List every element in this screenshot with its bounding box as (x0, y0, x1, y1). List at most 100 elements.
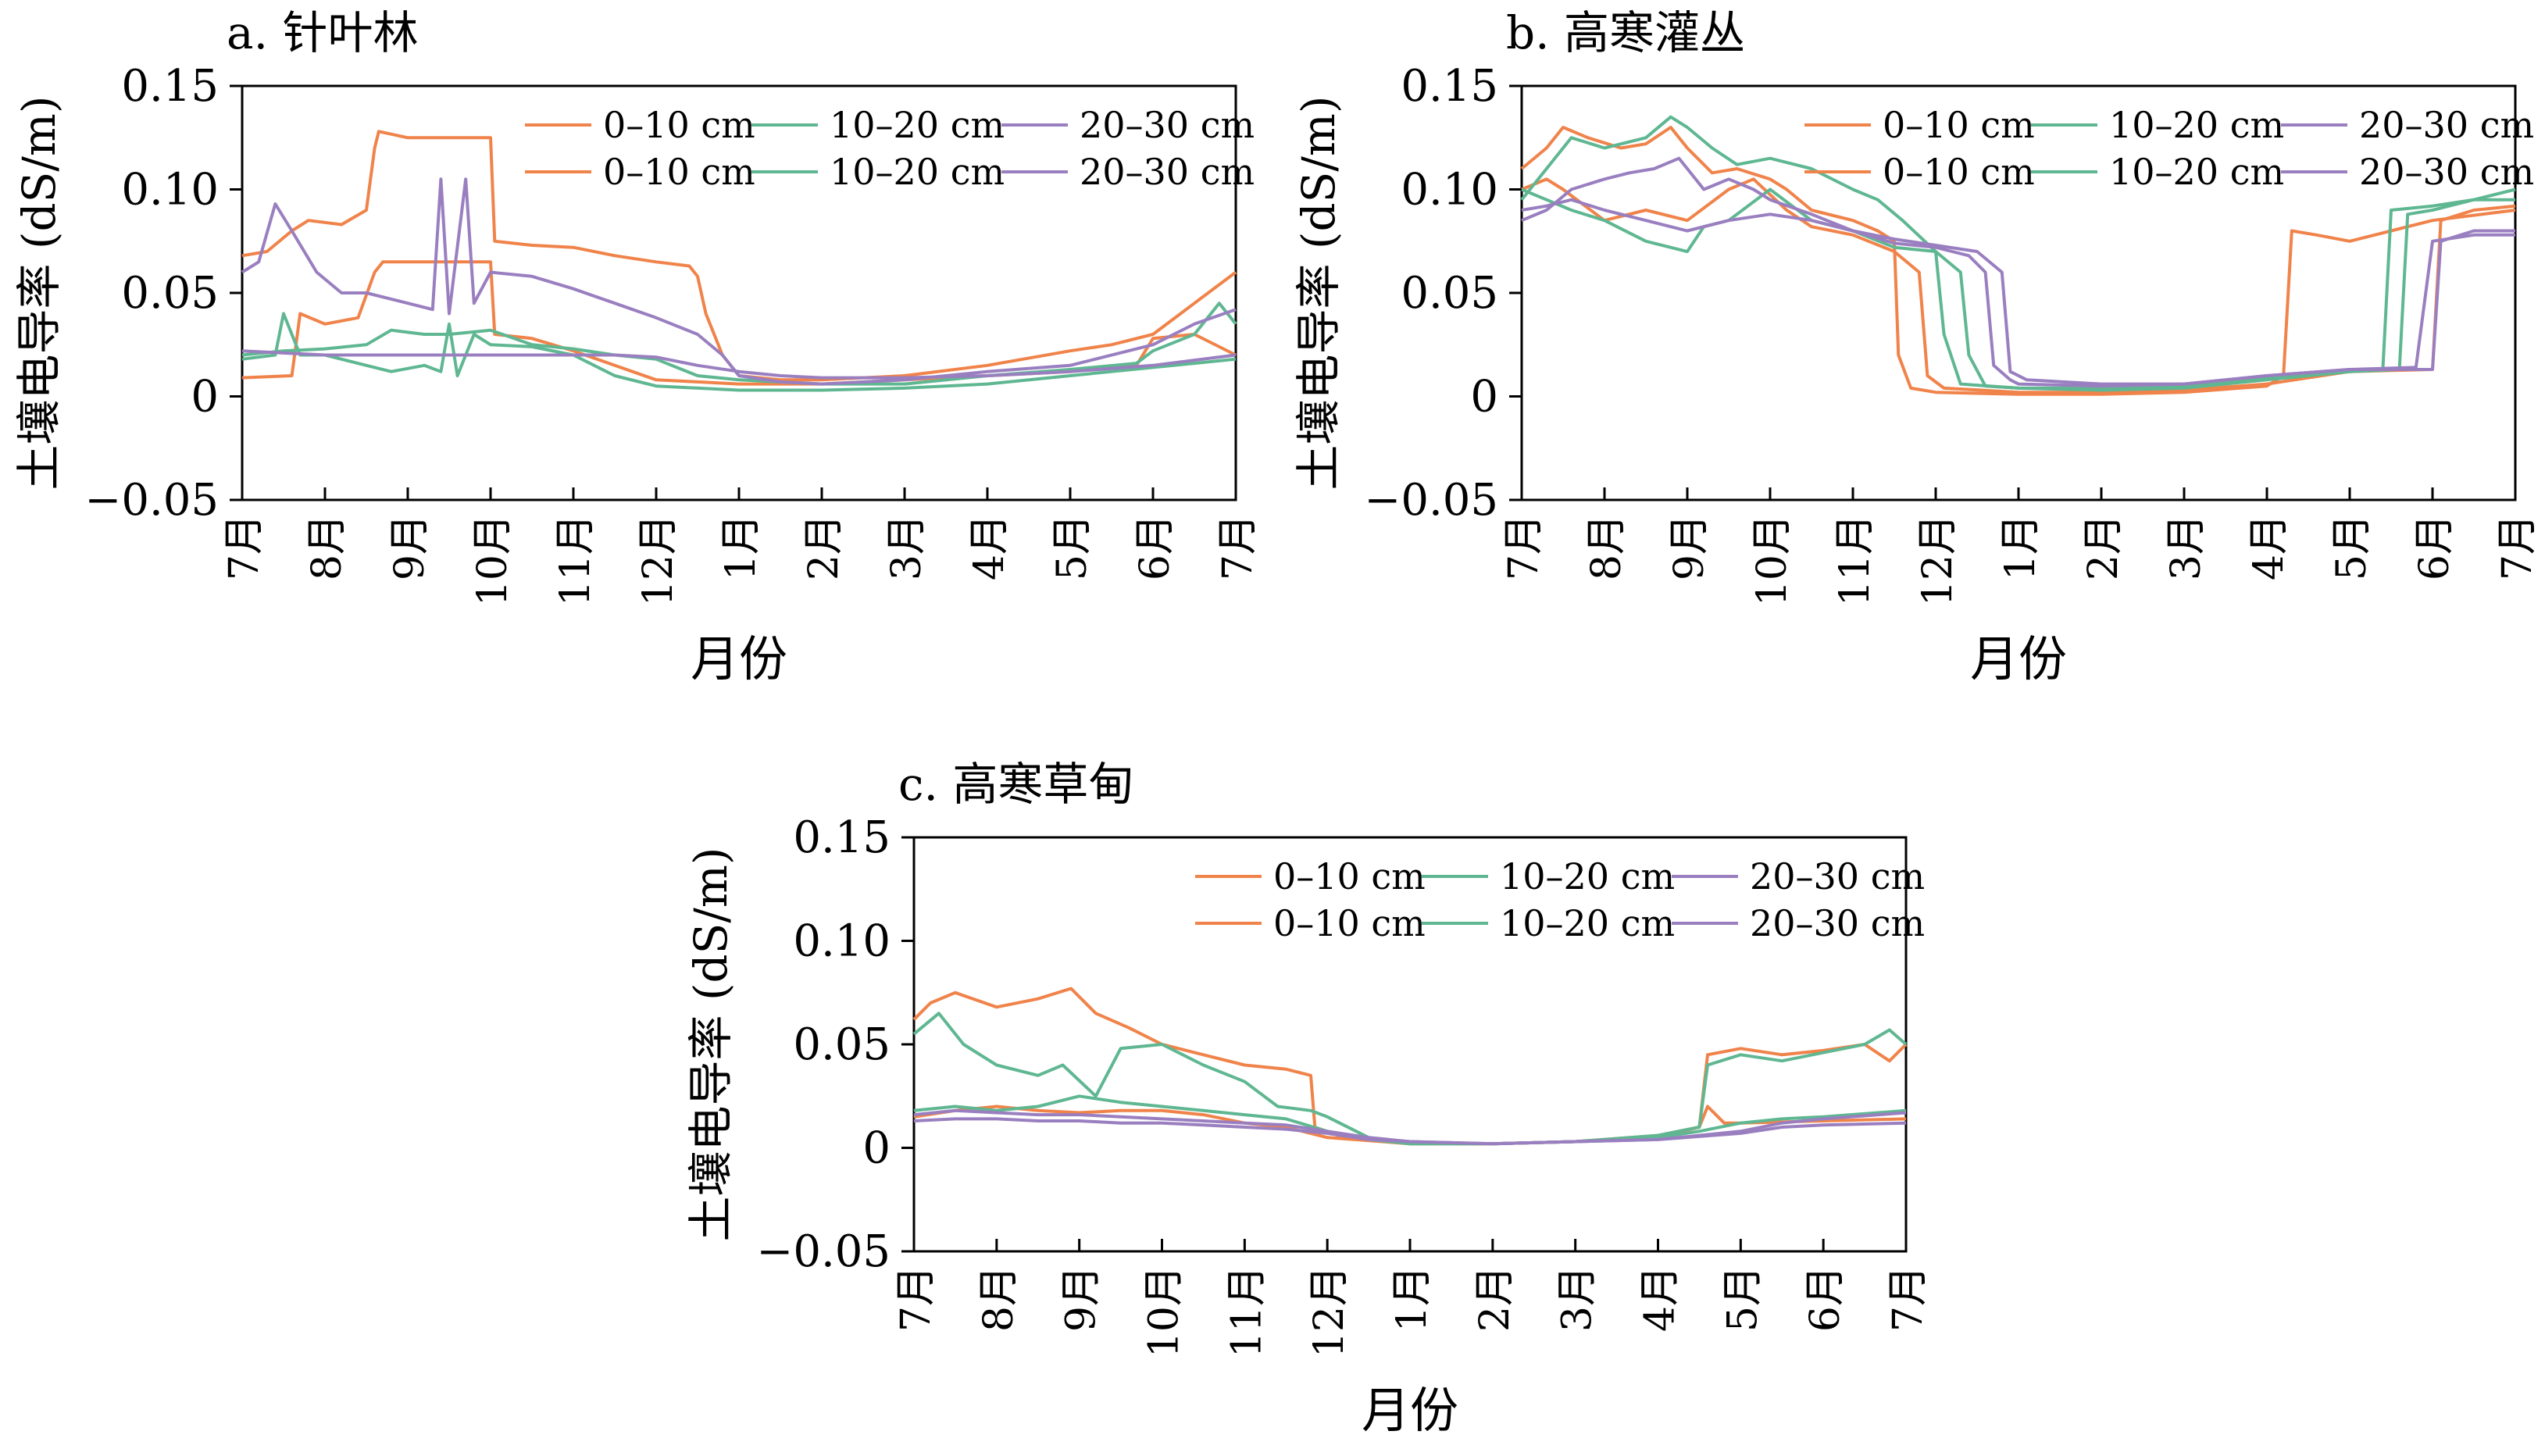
x-tick-label: 8月 (304, 514, 351, 580)
legend-label: 10–20 cm (1500, 855, 1675, 898)
x-tick-label: 10月 (1141, 1265, 1188, 1358)
x-axis-label: 月份 (1362, 1382, 1458, 1439)
x-tick-label: 12月 (635, 514, 682, 606)
x-tick-label: 5月 (2329, 514, 2375, 580)
legend-label: 0–10 cm (1273, 902, 1426, 944)
series-line-d0-10 (1521, 177, 2516, 394)
y-tick-label: 0.05 (121, 268, 219, 319)
x-tick-label: 1月 (1997, 514, 2044, 580)
series-lines (1520, 115, 2516, 396)
x-tick-label: 7月 (1501, 514, 1547, 580)
legend-label: 0–10 cm (1883, 104, 2035, 146)
legend-label: 0–10 cm (603, 104, 755, 146)
legend: 0–10 cm 0–10 cm 10–20 cm 10–20 cm 20–30 cm 20… (1804, 104, 2534, 193)
series-line-d20-30 (913, 1117, 1907, 1146)
x-tick-label: 11月 (1223, 1265, 1270, 1358)
series-line-d0-10 (913, 1104, 1907, 1146)
x-axis-label: 月份 (1970, 630, 2067, 687)
legend-label: 0–10 cm (603, 151, 755, 193)
legend-label: 20–30 cm (1080, 104, 1255, 146)
series-line-d20-30 (241, 349, 1237, 380)
legend-label: 10–20 cm (830, 151, 1005, 193)
x-tick-label: 7月 (1885, 1265, 1932, 1332)
x-tick-label: 6月 (2411, 514, 2458, 580)
legend-label: 10–20 cm (2109, 104, 2284, 146)
x-tick-label: 12月 (1915, 514, 1961, 606)
chart-title: c. 高寒草甸 (898, 758, 1133, 811)
chart-title: b. 高寒灌丛 (1506, 6, 1745, 59)
y-tick-label: −0.05 (84, 475, 219, 526)
x-tick-label: 1月 (718, 514, 765, 580)
y-tick-label: 0.10 (1401, 165, 1498, 216)
series-line-d10-20 (1521, 187, 2516, 390)
y-tick-label: 0 (1470, 372, 1498, 423)
legend-label: 0–10 cm (1273, 855, 1426, 898)
y-axis-label: 土壤电导率 (dS/m) (684, 847, 737, 1241)
x-tick-label: 7月 (1215, 514, 1262, 580)
x-tick-label: 2月 (1472, 1265, 1519, 1332)
x-tick-label: 11月 (552, 514, 599, 606)
series-line-d10-20 (912, 1012, 1908, 1146)
y-tick-label: 0.10 (121, 165, 219, 216)
y-axis-label: 土壤电导率 (dS/m) (1292, 95, 1345, 490)
legend-label: 10–20 cm (830, 104, 1005, 146)
x-tick-label: 2月 (2080, 514, 2127, 580)
y-tick-label: 0.15 (1401, 61, 1498, 112)
x-tick-label: 6月 (1132, 514, 1179, 580)
y-tick-label: 0.15 (793, 812, 891, 863)
x-tick-label: 3月 (1554, 1265, 1601, 1332)
x-tick-label: 6月 (1802, 1265, 1849, 1332)
x-tick-label: 3月 (2163, 514, 2210, 580)
y-axis-label: 土壤电导率 (dS/m) (12, 95, 66, 490)
x-tick-label: 7月 (221, 514, 268, 580)
x-tick-label: 2月 (801, 514, 848, 580)
series-line-d20-30 (241, 177, 1237, 386)
legend-label: 20–30 cm (1750, 902, 1925, 944)
legend: 0–10 cm 0–10 cm 10–20 cm 10–20 cm 20–30 cm 20… (525, 104, 1255, 193)
y-tick-label: 0.15 (121, 61, 219, 112)
legend-label: 20–30 cm (2359, 104, 2534, 146)
x-tick-label: 5月 (1049, 514, 1096, 580)
series-line-d0-10 (241, 130, 1237, 382)
y-tick-label: 0 (862, 1123, 891, 1174)
x-tick-label: 11月 (1832, 514, 1879, 606)
x-tick-label: 4月 (2246, 514, 2293, 580)
x-tick-label: 10月 (469, 514, 516, 606)
plot-frame (241, 84, 1237, 501)
series-line-d20-30 (913, 1108, 1907, 1146)
x-tick-label: 9月 (387, 514, 434, 580)
y-tick-label: 0 (191, 372, 219, 423)
plot-frame (1520, 84, 2517, 501)
x-tick-label: 4月 (966, 514, 1013, 580)
series-line-d10-20 (241, 302, 1237, 386)
series-lines (241, 130, 1237, 392)
chart-title: a. 针叶林 (227, 6, 418, 59)
legend-label: 0–10 cm (1883, 151, 2035, 193)
x-tick-label: 12月 (1306, 1265, 1353, 1358)
series-lines (912, 987, 1908, 1146)
legend-label: 20–30 cm (1080, 151, 1255, 193)
x-tick-label: 9月 (1058, 1265, 1105, 1332)
x-axis-label: 月份 (691, 630, 787, 687)
x-tick-label: 8月 (1583, 514, 1630, 580)
x-tick-label: 5月 (1719, 1265, 1766, 1332)
y-tick-label: −0.05 (756, 1226, 891, 1277)
series-line-d0-10 (241, 260, 1237, 386)
x-tick-label: 7月 (893, 1265, 940, 1332)
x-tick-label: 9月 (1666, 514, 1713, 580)
x-tick-label: 1月 (1389, 1265, 1436, 1332)
legend-label: 10–20 cm (2109, 151, 2284, 193)
x-tick-label: 10月 (1749, 514, 1796, 606)
y-tick-label: −0.05 (1364, 475, 1498, 526)
legend-label: 10–20 cm (1500, 902, 1675, 944)
legend-label: 20–30 cm (1750, 855, 1925, 898)
x-tick-label: 7月 (2494, 514, 2541, 580)
legend-label: 20–30 cm (2359, 151, 2534, 193)
plot-frame (912, 836, 1908, 1253)
y-tick-label: 0.05 (1401, 268, 1498, 319)
